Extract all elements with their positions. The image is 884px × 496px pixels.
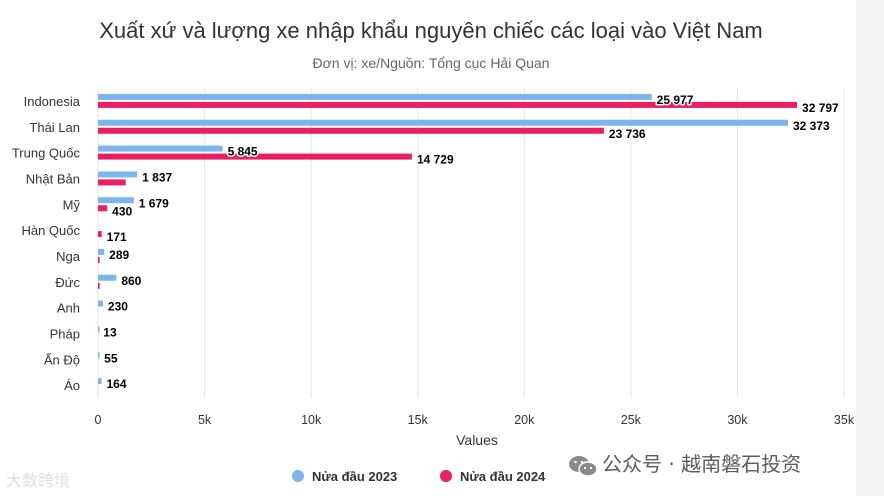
category-label: Thái Lan	[29, 120, 80, 135]
bar	[98, 352, 100, 359]
data-label: 289	[109, 248, 129, 262]
bar	[98, 179, 126, 186]
bar	[98, 93, 652, 100]
x-tick-label: 35k	[834, 413, 855, 427]
bar	[98, 153, 412, 160]
watermark-right: 公众号 · 越南磐石投资	[568, 448, 801, 478]
category-label: Hàn Quốc	[21, 223, 80, 238]
data-label: 55	[104, 351, 118, 365]
bar	[98, 300, 103, 307]
legend-label: Nửa đầu 2024	[460, 469, 546, 484]
category-label: Ấn Độ	[44, 352, 80, 367]
legend-label: Nửa đầu 2023	[312, 469, 397, 484]
bar	[98, 256, 100, 263]
x-axis-title: Values	[456, 432, 498, 448]
data-labels: 25 977 32 797 32 373 23 736 5 845 14 729 1 837…	[102, 91, 841, 392]
chart-panel	[0, 0, 856, 496]
bar	[98, 145, 223, 152]
category-label: Nga	[56, 249, 81, 264]
data-label: 1 679	[139, 196, 169, 210]
data-label: 1 837	[142, 170, 172, 184]
wechat-icon	[569, 455, 598, 477]
category-label: Pháp	[50, 326, 80, 341]
category-label: Anh	[57, 301, 80, 316]
watermark-left: 大数跨境	[6, 471, 71, 490]
category-label: Áo	[64, 378, 80, 393]
x-tick-label: 10k	[301, 413, 322, 427]
bar	[98, 205, 108, 212]
x-tick-label: 30k	[727, 413, 748, 427]
data-label: 164	[106, 377, 126, 391]
data-label: 13	[103, 325, 117, 339]
x-tick-label: 25k	[621, 413, 642, 427]
data-label: 171	[107, 230, 127, 244]
legend: Nửa đầu 2023 Nửa đầu 2024	[292, 469, 546, 484]
data-label: 32 797	[802, 101, 839, 115]
bar	[98, 274, 117, 281]
x-tick-label: 0	[95, 413, 102, 427]
bar	[98, 127, 604, 134]
data-label: 23 736	[609, 127, 646, 141]
category-label: Nhật Bản	[26, 171, 80, 186]
bar	[98, 197, 134, 204]
category-label: Đức	[55, 275, 80, 290]
bar	[98, 326, 100, 333]
category-label: Indonesia	[24, 94, 81, 109]
bar	[98, 119, 789, 126]
data-label: 430	[112, 204, 132, 218]
category-label: Mỹ	[63, 197, 81, 212]
chart-subtitle: Đơn vị: xe/Nguồn: Tổng cục Hải Quan	[312, 55, 550, 71]
bar	[98, 101, 798, 108]
data-label: 32 373	[793, 119, 830, 133]
legend-marker	[440, 470, 452, 482]
x-tick-label: 5k	[198, 413, 212, 427]
bar	[98, 231, 102, 238]
x-tick-label: 20k	[514, 413, 535, 427]
data-label: 14 729	[417, 153, 454, 167]
category-labels: Indonesia Thái Lan Trung Quốc Nhật Bản Mỹ Hàn…	[12, 94, 81, 393]
bar	[98, 378, 102, 385]
legend-marker	[292, 470, 304, 482]
category-label: Trung Quốc	[12, 146, 81, 161]
data-label: 25 977	[657, 93, 694, 107]
chart-title: Xuất xứ và lượng xe nhập khẩu nguyên chi…	[99, 18, 763, 43]
data-label: 230	[108, 300, 128, 314]
grid-lines	[97, 88, 845, 398]
bar	[98, 282, 100, 289]
bars	[98, 93, 798, 385]
x-tick-labels: 0 5k 10k 15k 20k 25k 30k 35k	[95, 413, 855, 427]
x-tick-label: 15k	[408, 413, 429, 427]
bar	[98, 171, 138, 178]
data-label: 860	[121, 274, 141, 288]
bar	[98, 248, 105, 255]
data-label: 5 845	[228, 145, 258, 159]
